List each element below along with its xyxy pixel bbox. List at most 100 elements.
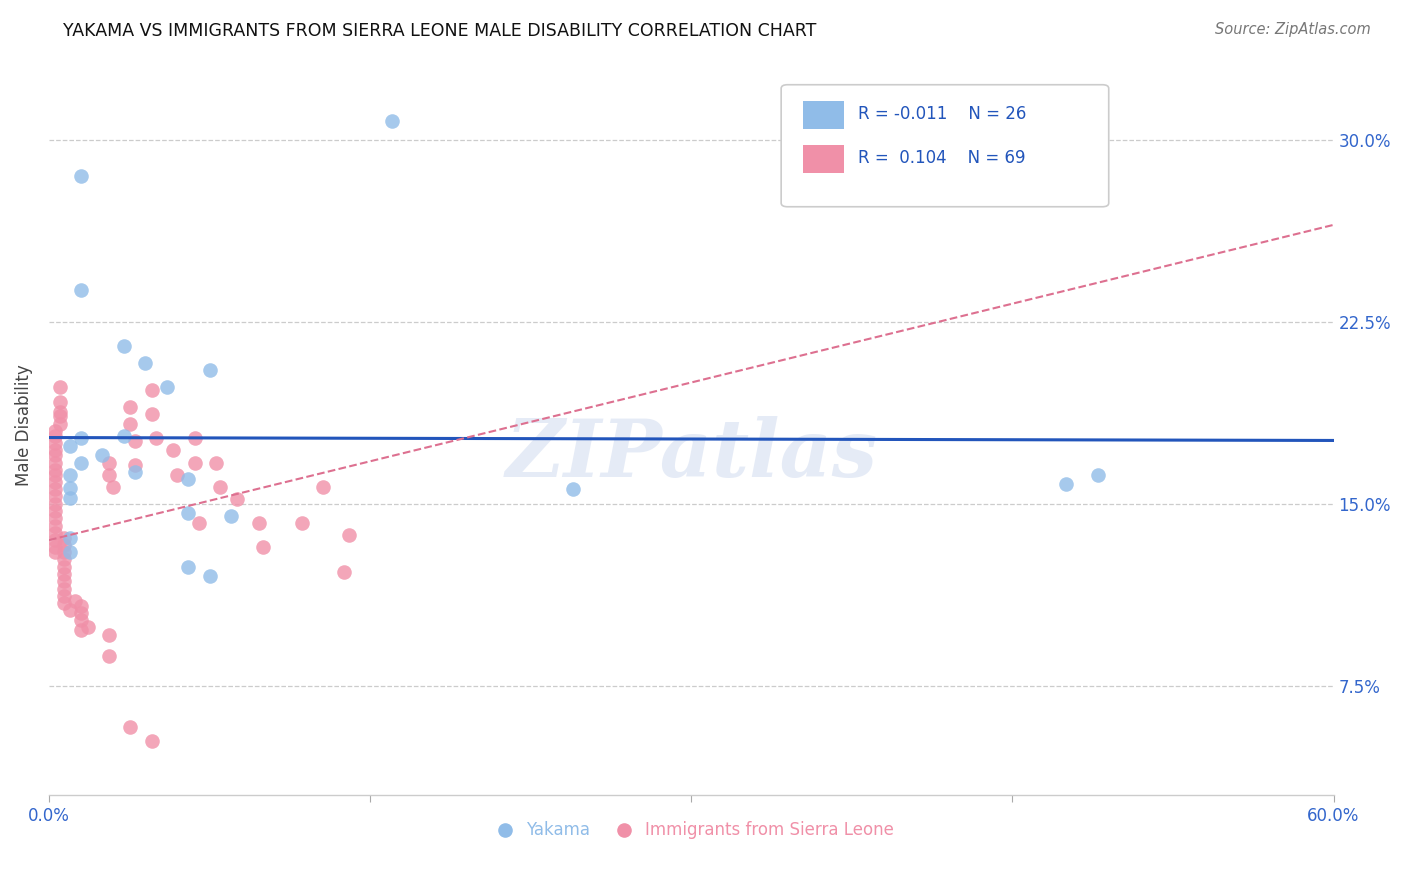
Point <box>59 481 82 495</box>
Point <box>48 417 70 431</box>
FancyBboxPatch shape <box>782 85 1109 207</box>
Point <box>120 720 142 734</box>
Point <box>44 436 66 450</box>
Point <box>48 380 70 394</box>
Legend: Yakama, Immigrants from Sierra Leone: Yakama, Immigrants from Sierra Leone <box>481 814 901 846</box>
Point <box>52 567 75 582</box>
Point <box>70 613 93 627</box>
Point <box>198 569 221 583</box>
Point <box>48 404 70 418</box>
Point <box>44 533 66 547</box>
Point <box>70 169 93 184</box>
Point <box>44 429 66 443</box>
Point <box>141 734 163 748</box>
Point <box>252 541 274 555</box>
Point <box>63 593 86 607</box>
FancyBboxPatch shape <box>803 101 844 129</box>
Point <box>44 448 66 462</box>
Point <box>44 525 66 540</box>
Point <box>198 363 221 377</box>
Point <box>44 490 66 504</box>
Point <box>166 467 188 482</box>
Point <box>145 431 167 445</box>
Point <box>103 480 125 494</box>
Point <box>97 628 120 642</box>
Point <box>44 545 66 559</box>
Point <box>97 456 120 470</box>
Point <box>291 516 314 530</box>
Text: R = -0.011    N = 26: R = -0.011 N = 26 <box>858 104 1026 122</box>
Point <box>183 431 205 445</box>
Point <box>70 599 93 613</box>
Point <box>70 284 93 298</box>
Point <box>156 380 179 394</box>
Point <box>333 565 356 579</box>
Point <box>226 491 249 506</box>
Point <box>141 383 163 397</box>
Point <box>59 545 82 559</box>
Text: ZIPatlas: ZIPatlas <box>505 416 877 493</box>
Text: YAKAMA VS IMMIGRANTS FROM SIERRA LEONE MALE DISABILITY CORRELATION CHART: YAKAMA VS IMMIGRANTS FROM SIERRA LEONE M… <box>63 22 817 40</box>
Point <box>44 475 66 489</box>
Y-axis label: Male Disability: Male Disability <box>15 364 32 486</box>
Point <box>59 491 82 505</box>
Point <box>112 339 135 353</box>
Point <box>70 606 93 620</box>
Point <box>337 528 360 542</box>
Point <box>48 395 70 409</box>
Point <box>205 456 228 470</box>
Point <box>52 589 75 603</box>
Point <box>44 541 66 555</box>
Point <box>44 456 66 470</box>
Point <box>44 504 66 518</box>
Point <box>52 559 75 574</box>
Point <box>124 458 146 472</box>
Point <box>52 596 75 610</box>
Point <box>112 429 135 443</box>
Point <box>44 497 66 511</box>
Text: Source: ZipAtlas.com: Source: ZipAtlas.com <box>1215 22 1371 37</box>
Point <box>44 443 66 458</box>
Point <box>162 443 184 458</box>
Point <box>380 113 402 128</box>
Point <box>120 400 142 414</box>
Point <box>44 511 66 525</box>
Point <box>52 531 75 545</box>
Point <box>44 424 66 438</box>
Text: R =  0.104    N = 69: R = 0.104 N = 69 <box>858 149 1026 167</box>
Point <box>76 620 98 634</box>
Point <box>70 623 93 637</box>
Point <box>52 582 75 596</box>
Point <box>97 649 120 664</box>
Point <box>52 552 75 566</box>
Point <box>209 480 232 494</box>
Point <box>70 456 93 470</box>
Point <box>48 409 70 424</box>
Point <box>312 480 335 494</box>
Point <box>219 508 242 523</box>
Point <box>177 473 200 487</box>
Point <box>44 467 66 482</box>
Point <box>59 467 82 482</box>
FancyBboxPatch shape <box>803 145 844 173</box>
Point <box>97 467 120 482</box>
Point <box>141 407 163 421</box>
Point <box>124 465 146 479</box>
Point <box>44 482 66 496</box>
Point <box>1054 477 1077 491</box>
Point <box>70 431 93 445</box>
Point <box>247 516 270 530</box>
Point <box>120 417 142 431</box>
Point <box>183 456 205 470</box>
Point <box>124 434 146 448</box>
Point <box>91 448 114 462</box>
Point <box>177 507 200 521</box>
Point <box>59 438 82 452</box>
Point <box>59 531 82 545</box>
Point <box>1087 467 1109 482</box>
Point <box>52 538 75 552</box>
Point <box>562 482 585 496</box>
Point <box>52 545 75 559</box>
Point <box>134 356 156 370</box>
Point <box>187 516 209 530</box>
